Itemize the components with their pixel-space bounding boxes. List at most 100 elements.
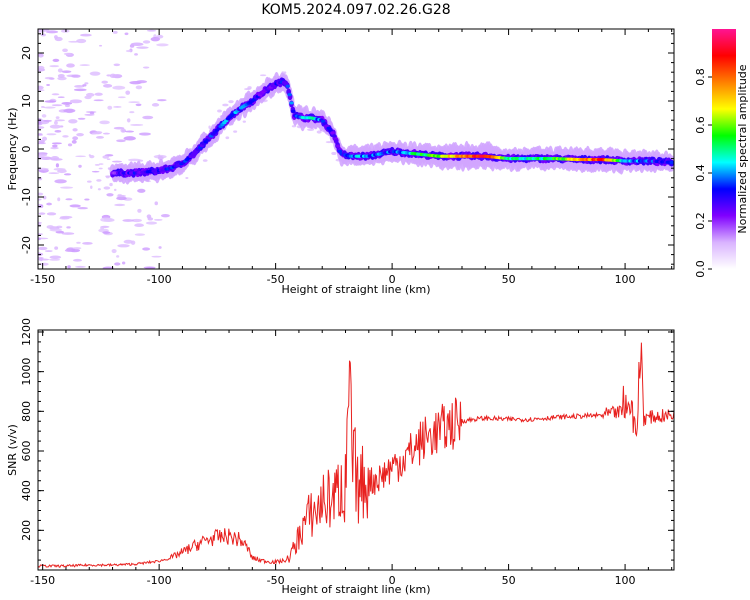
noise-blob <box>156 99 167 102</box>
noise-blob <box>45 30 59 34</box>
noise-blob <box>134 233 146 236</box>
noise-blob <box>52 144 58 148</box>
noise-blob <box>38 120 42 125</box>
y-tick-label: -20 <box>20 236 33 254</box>
noise-blob <box>128 101 140 104</box>
noise-blob <box>88 154 91 157</box>
noise-blob <box>98 167 103 170</box>
noise-blob <box>75 265 86 268</box>
colorbar-gradient <box>712 29 736 269</box>
colorbar: 0.0 0.2 0.4 0.6 0.8 Normalized spectral ampl… <box>694 29 749 278</box>
y-tick-label: 1000 <box>20 358 33 386</box>
noise-blob <box>116 194 127 198</box>
noise-blob <box>77 207 89 210</box>
noise-blob <box>93 99 104 102</box>
noise-blob <box>102 155 110 159</box>
noise-blob <box>99 120 110 125</box>
noise-blob <box>38 126 45 129</box>
noise-blob <box>247 86 252 90</box>
x-tick-label: -150 <box>30 574 55 587</box>
ridge-core <box>285 84 290 88</box>
noise-blob <box>75 155 87 158</box>
snr-plot-area <box>38 330 674 570</box>
noise-blob <box>136 46 149 49</box>
y-tick-label: 20 <box>20 46 33 60</box>
noise-blob <box>38 246 48 251</box>
noise-blob <box>51 104 63 107</box>
noise-blob <box>89 154 95 159</box>
noise-blob <box>113 106 122 108</box>
noise-blob <box>64 249 73 252</box>
noise-blob <box>38 237 41 241</box>
noise-blob <box>78 164 82 168</box>
noise-blob <box>62 135 69 138</box>
noise-blob <box>66 226 71 229</box>
noise-blob <box>233 130 238 133</box>
noise-blob <box>202 159 208 162</box>
noise-blob <box>42 136 48 141</box>
noise-blob <box>142 40 151 44</box>
noise-blob <box>117 244 130 248</box>
noise-blob <box>109 182 113 187</box>
x-tick-label: -100 <box>147 574 172 587</box>
y-tick-label: 400 <box>20 480 33 501</box>
noise-blob <box>147 217 154 221</box>
noise-blob <box>146 29 157 32</box>
noise-blob <box>123 239 134 244</box>
snr-y-label: SNR (v/v) <box>6 424 19 476</box>
noise-blob <box>94 164 100 166</box>
noise-blob <box>112 85 126 90</box>
noise-blob <box>53 168 66 171</box>
noise-blob <box>44 250 53 252</box>
noise-blob <box>84 198 90 201</box>
noise-blob <box>38 65 45 71</box>
noise-blob <box>99 44 103 47</box>
noise-blob <box>114 203 126 207</box>
noise-blob <box>151 255 162 258</box>
noise-blob <box>142 66 150 69</box>
noise-blob <box>101 80 108 84</box>
noise-blob <box>158 154 161 158</box>
noise-blob <box>125 90 131 95</box>
noise-blob <box>38 153 48 157</box>
noise-blob <box>77 117 86 120</box>
noise-blob <box>103 186 111 190</box>
noise-blob <box>109 73 117 79</box>
noise-blob <box>112 30 118 34</box>
spectrogram-ridge <box>109 71 674 185</box>
x-tick-label: 50 <box>502 574 516 587</box>
ridge-core <box>324 124 330 128</box>
noise-blob <box>114 262 121 266</box>
noise-blob <box>38 85 44 90</box>
noise-blob <box>69 99 82 104</box>
colorbar-tick-label: 0.4 <box>694 164 707 182</box>
noise-blob <box>61 232 75 235</box>
snr-frame <box>37 329 675 571</box>
noise-blob <box>128 158 141 162</box>
noise-blob <box>217 109 222 113</box>
noise-blob <box>225 136 230 140</box>
noise-blob <box>137 188 146 193</box>
noise-blob <box>57 96 65 99</box>
noise-blob <box>102 231 111 234</box>
noise-blob <box>55 116 60 120</box>
noise-blob <box>135 80 148 84</box>
noise-blob <box>124 130 135 133</box>
noise-blob <box>89 71 101 76</box>
noise-blob <box>40 33 47 37</box>
noise-blob <box>116 196 127 201</box>
noise-blob <box>87 180 92 183</box>
noise-blob <box>42 195 47 200</box>
noise-blob <box>137 208 142 213</box>
noise-blob <box>103 83 113 88</box>
noise-blob <box>130 123 144 126</box>
noise-blob <box>96 179 102 182</box>
x-tick-label: 100 <box>615 574 636 587</box>
noise-blob <box>259 74 267 77</box>
y-tick-label: 1200 <box>20 318 33 346</box>
noise-blob <box>57 68 63 73</box>
noise-blob <box>307 128 315 131</box>
noise-blob <box>61 70 72 73</box>
noise-blob <box>125 49 132 53</box>
